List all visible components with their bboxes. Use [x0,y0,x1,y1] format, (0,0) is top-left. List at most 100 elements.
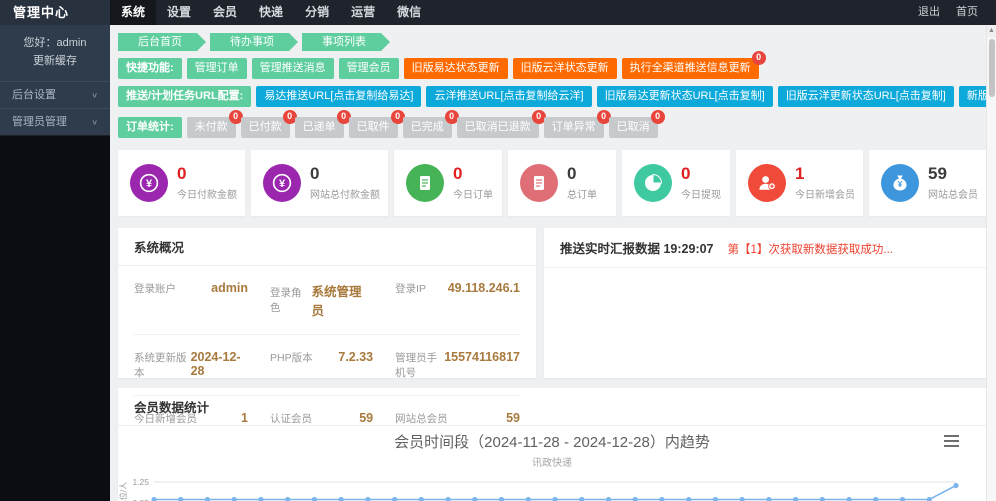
stat-value: 0 [567,163,577,183]
breadcrumb-item[interactable]: 待办事项 [210,33,298,51]
quick-button[interactable]: 管理订单 [186,58,247,79]
overview-value: 59 [506,411,520,425]
app-title: 管理中心 [0,0,110,25]
stat-cards: ¥0 今日付款金额 ¥0 网站总付款金额 0 今日订单 0 总订单 0 今日提现 1 今日新增会员 ¥5… [118,150,986,216]
overview-row: 系统更新版本 2024-12-28 PHP版本 7.2.33 管理员手机号 1557411… [134,335,520,396]
scrollbar-thumb[interactable] [989,39,995,97]
svg-text:¥: ¥ [279,178,286,190]
top-bar: 管理中心 系统 设置 会员 快递 分销 运营 微信 退出 首页 [0,0,996,25]
svg-text:¥: ¥ [146,178,153,190]
count-badge: 0 [596,110,611,124]
stat-card: ¥59 网站总会员 [869,150,986,216]
order-stats-label: 订单统计: [118,117,182,138]
stat-label: 网站总付款金额 [310,190,380,202]
status-update-button[interactable]: 旧版云洋状态更新 [512,58,617,79]
count-badge: 0 [228,110,243,124]
money-bag-icon: ¥ [881,164,919,202]
stat-card-body: 0 网站总付款金额 [310,163,380,202]
yen-circle-icon: ¥ [130,164,168,202]
nav-item[interactable]: 设置 [167,5,192,19]
document-icon [406,164,444,202]
order-stat-button[interactable]: 已付款 0 [240,110,297,138]
quick-button[interactable]: 管理会员 [338,58,399,79]
stat-label: 总订单 [567,190,597,202]
stat-card: ¥0 网站总付款金额 [251,150,388,216]
stat-label: 今日提现 [681,190,721,202]
stat-value: 1 [795,163,805,183]
nav-item[interactable]: 分销 [305,5,330,19]
overview-cell: 今日新增会员 1 [134,396,248,441]
chart-menu-icon[interactable] [941,432,962,450]
svg-text:1.25: 1.25 [132,477,149,487]
overview-label: PHP版本 [269,352,313,364]
url-copy-button[interactable]: 旧版易达更新状态URL[点击复制] [596,86,773,107]
nav-item[interactable]: 系统 [110,0,157,25]
overview-label: 系统更新版本 [134,352,187,379]
quick-button[interactable]: 管理推送消息 [251,58,334,79]
overview-value: 59 [359,411,374,425]
status-update-button[interactable]: 旧版易达状态更新 [403,58,508,79]
order-stats-row: 订单统计: 未付款 0 已付款 0 已递单 0 已取件 0 已完成 0 已取消已退款 0 订单异常 0 已取消… [118,110,986,138]
overview-cell: 登录IP 49.118.246.1 [395,266,520,334]
member-stats-panel: 会员数据统计 会员时间段（2024-11-28 - 2024-12-28）内趋势… [118,388,986,501]
overview-cell: 系统更新版本 2024-12-28 [134,335,248,395]
sidebar-item-label: 后台设置 [12,89,56,102]
order-stat-button[interactable]: 已递单 0 [294,110,351,138]
sidebar-item[interactable]: 后台设置 ∨ [0,81,110,108]
scrollbar[interactable]: ▲ [986,25,996,501]
overview-row: 今日新增会员 1 认证会员 59 网站总会员 59 [134,396,520,441]
count-badge: 0 [650,110,665,124]
nav-item[interactable]: 运营 [351,5,376,19]
stat-card-body: 0 今日提现 [681,164,721,202]
document-icon [520,164,558,202]
nav-item[interactable]: 微信 [397,5,422,19]
order-stat-button[interactable]: 未付款 0 [186,110,243,138]
svg-text:¥: ¥ [898,180,903,189]
stat-card-body: 0 今日订单 [453,164,493,202]
order-stat-button[interactable]: 订单异常 0 [543,110,611,138]
stat-label: 今日付款金额 [177,190,237,202]
push-report-title: 推送实时汇报数据 19:29:07 [560,242,714,256]
overview-value: 15574116817 [444,350,520,364]
stat-label: 今日订单 [453,190,493,202]
overview-cell: 管理员手机号 15574116817 [395,335,520,395]
trend-chart: 1.25-0.25单位/人11/2811/2911/3012/0112/0212… [118,469,986,501]
home-link[interactable]: 首页 [956,6,978,18]
overview-cell: 登录账户 admin [134,266,248,334]
order-stat-button[interactable]: 已完成 0 [402,110,459,138]
push-report-panel: 推送实时汇报数据 19:29:07 第【1】次获取新数据获取成功... [544,228,986,378]
logout-link[interactable]: 退出 [918,6,940,18]
url-config-row: 推送/计划任务URL配置: 易达推送URL[点击复制给易达] 云洋推送URL[点击复… [118,86,996,107]
breadcrumb-item[interactable]: 事项列表 [302,33,390,51]
panel-title: 会员数据统计 [118,388,986,426]
stat-value: 59 [928,163,947,183]
nav-item[interactable]: 快递 [259,5,284,19]
url-copy-button[interactable]: 旧版云洋更新状态URL[点击复制] [777,86,954,107]
scroll-up-icon[interactable]: ▲ [987,25,996,37]
order-stat-button[interactable]: 已取消已退款 0 [456,110,546,138]
stat-label: 今日新增会员 [795,190,855,202]
chevron-down-icon: ∨ [91,91,98,100]
sidebar-item[interactable]: 管理员管理 ∨ [0,108,110,135]
url-copy-button[interactable]: 云洋推送URL[点击复制给云洋] [426,86,592,107]
overview-cell: 认证会员 59 [270,396,373,441]
stat-card: ¥0 今日付款金额 [118,150,245,216]
status-update-button[interactable]: 执行全渠道推送信息更新 0 [621,51,766,79]
stat-value: 0 [310,163,320,183]
stat-card-body: 59 网站总会员 [928,163,978,201]
stat-value: 0 [177,163,187,183]
user-add-icon [748,164,786,202]
url-copy-button[interactable]: 易达推送URL[点击复制给易达] [256,86,422,107]
order-stat-button[interactable]: 已取件 0 [348,110,405,138]
overview-cell: 登录角色 系统管理员 [270,266,373,334]
overview-label: 登录IP [395,283,427,295]
refresh-cache-link[interactable]: 更新缓存 [33,54,77,67]
breadcrumb-item[interactable]: 后台首页 [118,33,206,51]
overview-label: 认证会员 [269,413,312,425]
count-badge: 0 [531,110,546,124]
overview-value: 7.2.33 [338,350,374,364]
overview-row: 登录账户 admin 登录角色 系统管理员 登录IP 49.118.246.1 [134,266,520,335]
overview-value: admin [211,281,248,295]
nav-item[interactable]: 会员 [213,5,238,19]
order-stat-button[interactable]: 已取消 0 [608,110,665,138]
